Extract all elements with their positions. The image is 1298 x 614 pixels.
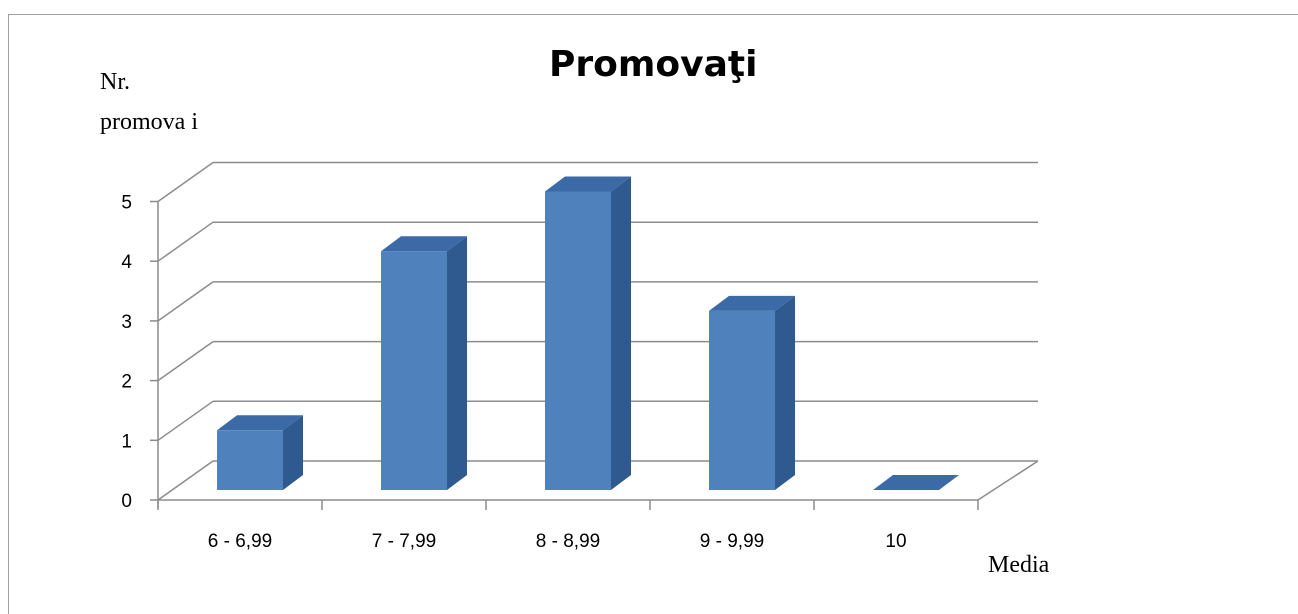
bar-top xyxy=(381,236,467,252)
bar-front xyxy=(381,251,447,490)
gridline-diagonal xyxy=(157,221,214,262)
bar-top xyxy=(873,475,959,490)
bars-layer xyxy=(217,176,959,490)
gridline-diagonal xyxy=(157,281,214,322)
bar-side xyxy=(775,295,795,490)
x-tick-label: 10 xyxy=(885,531,906,552)
x-tick-label: 6 - 6,99 xyxy=(208,531,272,552)
x-tick-label: 7 - 7,99 xyxy=(372,531,436,552)
y-tick-label: 1 xyxy=(121,431,132,452)
bar xyxy=(545,176,631,490)
chart-frame xyxy=(8,14,1298,614)
gridline-diagonal xyxy=(157,460,214,501)
chart-title: Promovaţi xyxy=(549,44,758,85)
gridline-diagonal xyxy=(157,400,214,441)
y-axis-label-line-1: Nr. xyxy=(100,69,130,95)
bar-side xyxy=(611,176,631,490)
gridline-diagonal xyxy=(157,161,214,203)
floor-right-edge xyxy=(977,460,1039,501)
bar-front xyxy=(217,430,283,490)
bar xyxy=(217,415,303,490)
y-axis-label-line-2: promova i xyxy=(100,109,198,135)
bar-chart: 0 1 2 3 4 5 6 - 6,99 7 - 7,99 8 - 8,99 9 - 9,99 10 xyxy=(121,161,1039,552)
bar-top xyxy=(709,295,795,311)
bar-side xyxy=(283,415,303,490)
bar-top xyxy=(545,176,631,192)
bar-front xyxy=(709,310,775,490)
bar-front xyxy=(545,191,611,490)
bar xyxy=(381,236,467,490)
y-tick-label: 5 xyxy=(121,193,132,214)
x-tick-label: 9 - 9,99 xyxy=(700,531,764,552)
y-tick-label: 4 xyxy=(121,252,132,273)
y-tick-label: 0 xyxy=(121,491,132,512)
ticks-layer: 0 1 2 3 4 5 6 - 6,99 7 - 7,99 8 - 8,99 9 - 9,99 10 xyxy=(121,193,979,552)
bar-side xyxy=(447,236,467,490)
x-axis-label: Media xyxy=(988,552,1050,578)
bar-top xyxy=(217,415,303,431)
y-axis-label: Nr. promova i xyxy=(100,62,198,142)
y-tick-label: 2 xyxy=(121,372,132,393)
x-tick-label: 8 - 8,99 xyxy=(536,531,600,552)
y-tick-label: 3 xyxy=(121,312,132,333)
bar xyxy=(873,475,959,490)
bar xyxy=(709,295,795,490)
gridline-diagonal xyxy=(157,340,214,382)
